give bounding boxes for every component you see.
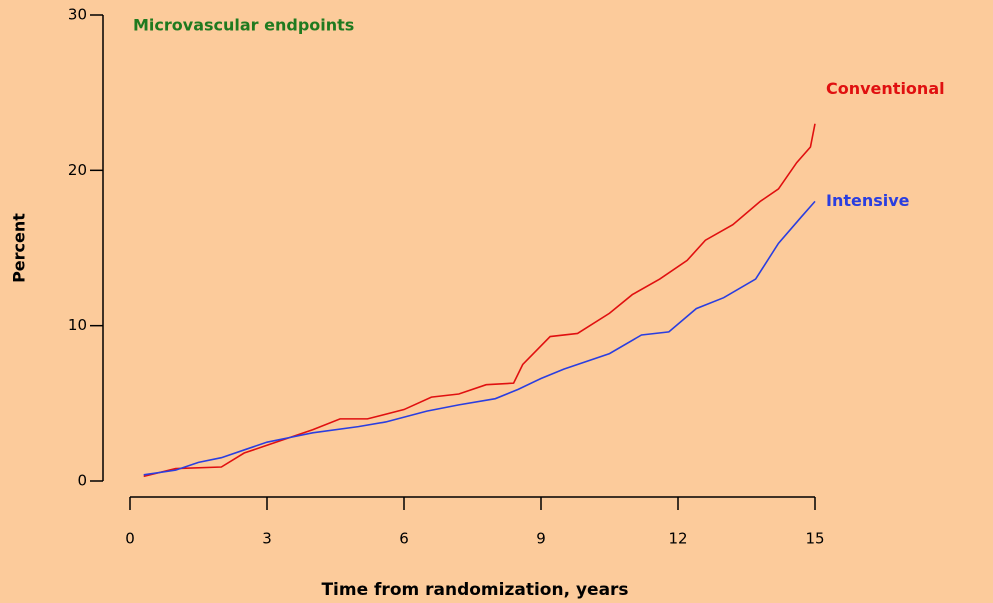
x-tick-label: 12	[668, 530, 687, 548]
legend-label: Conventional	[826, 79, 945, 98]
line-series	[143, 200, 816, 476]
y-axis-label: Percent	[10, 213, 29, 283]
y-tick-label: 10	[68, 316, 87, 334]
y-tick-label: 30	[68, 6, 87, 24]
x-tick-label: 0	[125, 530, 135, 548]
x-axis-label: Time from randomization, years	[321, 580, 628, 600]
y-tick-label: 20	[68, 161, 87, 179]
line-series	[143, 123, 816, 478]
chart-title: Microvascular endpoints	[133, 16, 354, 35]
y-tick-label: 0	[77, 472, 87, 490]
x-tick-label: 15	[805, 530, 824, 548]
x-tick-label: 6	[399, 530, 409, 548]
x-tick-label: 9	[536, 530, 546, 548]
x-tick-label: 3	[262, 530, 272, 548]
legend-label: Intensive	[826, 191, 910, 210]
